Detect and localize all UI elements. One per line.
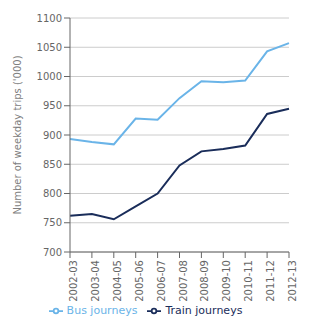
html-text:Train journeys: Train journeys [165, 304, 243, 317]
svg-text:900: 900 [43, 130, 62, 141]
html-text:Bus journeys: Bus journeys [66, 304, 138, 317]
svg-text:2006-07: 2006-07 [156, 260, 167, 302]
svg-text:Number of weekday trips ('000): Number of weekday trips ('000) [12, 55, 23, 214]
svg-text:2002-03: 2002-03 [68, 260, 79, 302]
svg-text:700: 700 [43, 247, 62, 258]
svg-text:800: 800 [43, 188, 62, 199]
svg-text:1100: 1100 [37, 13, 62, 24]
svg-text:1000: 1000 [37, 71, 62, 82]
svg-text:2005-06: 2005-06 [134, 260, 145, 302]
svg-text:2011-12: 2011-12 [265, 260, 276, 302]
svg-text:1050: 1050 [37, 42, 62, 53]
svg-text:950: 950 [43, 100, 62, 111]
svg-text:2010-11: 2010-11 [243, 260, 254, 302]
svg-text:850: 850 [43, 159, 62, 170]
svg-text:2008-09: 2008-09 [200, 260, 211, 302]
svg-text:2003-04: 2003-04 [90, 260, 101, 302]
svg-text:750: 750 [43, 217, 62, 228]
svg-text:2009-10: 2009-10 [221, 260, 232, 302]
svg-text:2007-08: 2007-08 [178, 260, 189, 302]
svg-text:2004-05: 2004-05 [112, 260, 123, 302]
svg-text:2012-13: 2012-13 [287, 260, 298, 302]
